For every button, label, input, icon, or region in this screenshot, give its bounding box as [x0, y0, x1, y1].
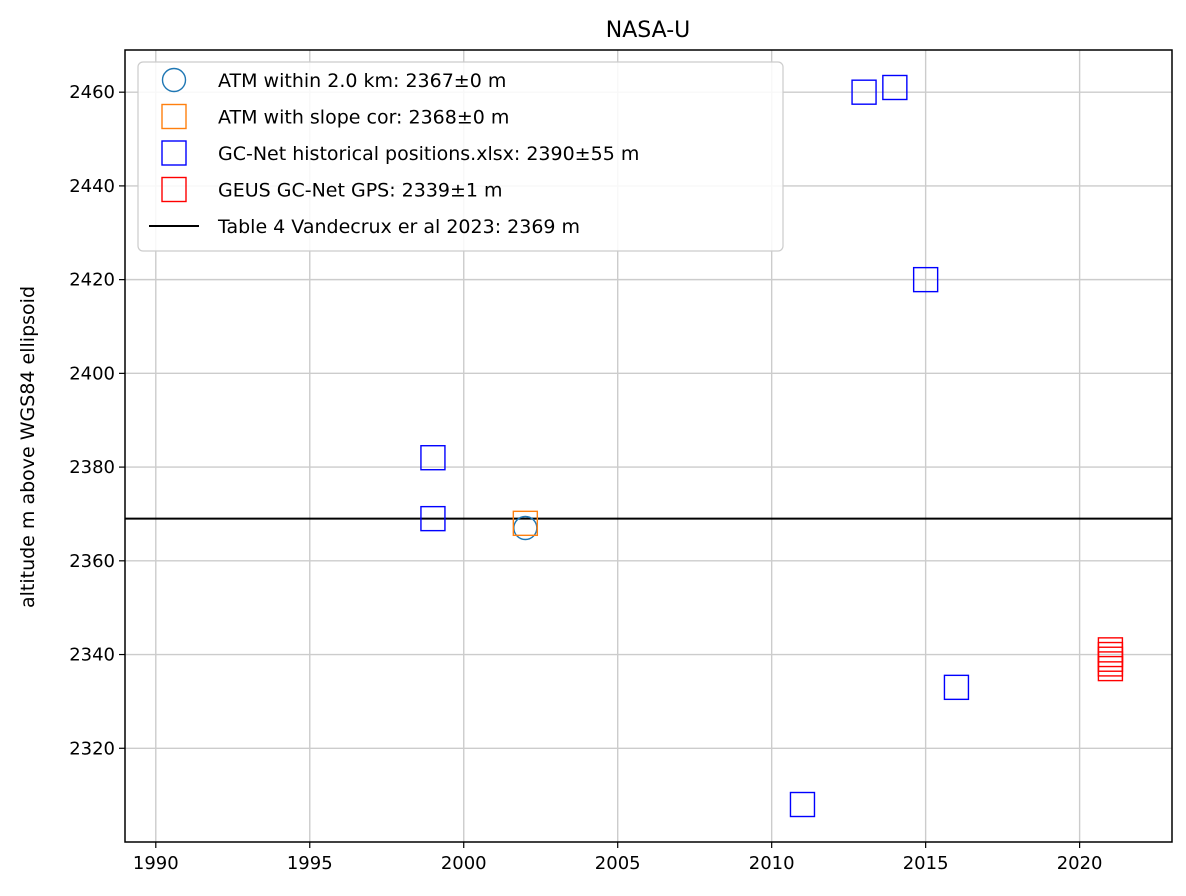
data-point [420, 445, 446, 471]
y-tick-label: 2380 [69, 457, 115, 478]
x-tick-label: 2020 [1057, 853, 1103, 874]
y-ticks: 2320 2340 2360 2380 2400 2420 2440 2460 [69, 82, 125, 759]
data-point [882, 74, 908, 101]
data-point [1097, 651, 1124, 677]
chart-title: NASA-U [606, 18, 691, 43]
data-point [420, 505, 446, 532]
y-tick-label: 2360 [69, 551, 115, 572]
x-tick-label: 2015 [903, 853, 949, 874]
y-tick-label: 2340 [69, 645, 115, 666]
y-tick-label: 2440 [69, 176, 115, 197]
legend-marker [161, 103, 187, 130]
x-tick-label: 2005 [595, 853, 641, 874]
legend-label: ATM within 2.0 km: 2367±0 m [218, 70, 506, 92]
x-tick-label: 1995 [287, 853, 333, 874]
legend-marker [161, 140, 187, 166]
legend-marker [161, 176, 187, 203]
data-point [851, 79, 877, 105]
data-point [513, 515, 538, 541]
x-tick-label: 1990 [133, 853, 179, 874]
data-point [1097, 646, 1124, 672]
legend-box [137, 61, 784, 252]
data-point [789, 791, 816, 818]
legend-marker [161, 67, 187, 93]
marker-layer [420, 74, 1124, 818]
data-point [512, 510, 539, 537]
data-point [943, 674, 970, 701]
legend: ATM within 2.0 km: 2367±0 m ATM with slop… [137, 61, 784, 252]
data-point [1097, 655, 1124, 682]
data-point [912, 266, 939, 293]
y-axis-label: altitude m above WGS84 ellipsoid [17, 286, 39, 608]
data-point [1097, 637, 1124, 663]
legend-label: GEUS GC-Net GPS: 2339±1 m [218, 180, 503, 202]
legend-label: GC-Net historical positions.xlsx: 2390±5… [218, 143, 639, 165]
y-tick-label: 2320 [69, 738, 115, 759]
y-tick-label: 2460 [69, 82, 115, 103]
x-ticks: 1990 1995 2000 2005 2010 2015 2020 [133, 842, 1103, 874]
y-tick-label: 2420 [69, 270, 115, 291]
legend-label: ATM with slope cor: 2368±0 m [218, 107, 509, 129]
legend-label: Table 4 Vandecrux er al 2023: 2369 m [217, 216, 580, 238]
y-tick-label: 2400 [69, 363, 115, 384]
x-tick-label: 2000 [441, 853, 487, 874]
plot-frame [124, 49, 1173, 843]
x-tick-label: 2010 [749, 853, 795, 874]
